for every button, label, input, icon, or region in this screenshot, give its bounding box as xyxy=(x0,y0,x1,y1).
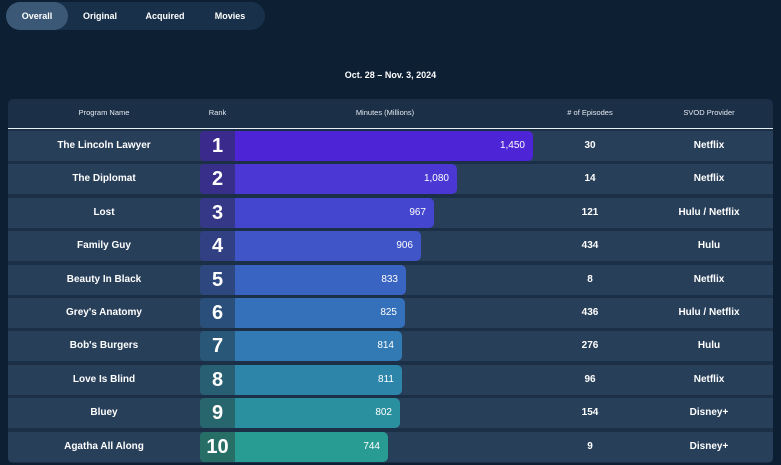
minutes-value-label: 967 xyxy=(409,206,426,218)
header-svod-provider: SVOD Provider xyxy=(683,108,735,117)
program-name: Grey's Anatomy xyxy=(66,307,142,318)
minutes-bar xyxy=(235,164,457,195)
rank-number: 7 xyxy=(200,331,235,362)
episode-count: 9 xyxy=(587,440,593,452)
svod-provider: Disney+ xyxy=(689,440,729,452)
program-name: Bob's Burgers xyxy=(69,340,139,352)
program-name: Bluey xyxy=(90,407,118,419)
rank-number: 4 xyxy=(200,231,235,262)
minutes-value-label: 814 xyxy=(377,340,394,352)
minutes-bar xyxy=(235,431,388,462)
minutes-value-label: 811 xyxy=(378,373,394,385)
episode-count: 96 xyxy=(584,373,596,385)
table-row[interactable]: The Diplomat 2 1,080 14 Netflix xyxy=(8,164,773,195)
program-name: Beauty In Black xyxy=(66,273,142,285)
minutes-bar xyxy=(235,197,434,228)
svod-provider: Hulu / Netflix xyxy=(678,307,740,318)
minutes-bar xyxy=(235,398,400,429)
rank-number: 2 xyxy=(200,164,235,195)
minutes-value-label: 802 xyxy=(375,407,392,419)
svod-provider: Disney+ xyxy=(689,407,729,419)
rank-number: 3 xyxy=(200,197,235,228)
header-minutes: Minutes (Millions) xyxy=(355,108,415,117)
tab-movies[interactable]: Movies xyxy=(214,11,246,21)
table-row[interactable]: Bluey 9 802 154 Disney+ xyxy=(8,398,773,429)
svod-provider: Netflix xyxy=(693,140,725,151)
minutes-bar xyxy=(235,364,402,395)
minutes-value-label: 1,080 xyxy=(423,173,449,185)
episode-count: 14 xyxy=(584,173,596,185)
episode-count: 30 xyxy=(584,140,596,151)
minutes-bar xyxy=(235,131,533,161)
svod-provider: Hulu xyxy=(697,340,721,352)
program-name: Family Guy xyxy=(77,240,131,252)
table-row[interactable]: Beauty In Black 5 833 8 Netflix xyxy=(8,264,773,295)
minutes-value-label: 833 xyxy=(381,273,398,285)
minutes-value-label: 1,450 xyxy=(499,140,525,151)
minutes-value-label: 744 xyxy=(363,440,380,452)
tab-original[interactable]: Original xyxy=(82,11,117,21)
header-rank: Rank xyxy=(208,108,227,117)
rank-number: 9 xyxy=(200,398,235,429)
episode-count: 276 xyxy=(581,340,599,352)
table-row[interactable]: The Lincoln Lawyer 1 1,450 30 Netflix xyxy=(8,131,773,161)
svod-provider: Hulu xyxy=(697,240,721,252)
table-row[interactable]: Family Guy 4 906 434 Hulu xyxy=(8,231,773,262)
header-divider xyxy=(8,128,773,129)
episode-count: 154 xyxy=(581,407,599,419)
table-row[interactable]: Love Is Blind 8 811 96 Netflix xyxy=(8,364,773,395)
minutes-bar xyxy=(235,231,421,262)
episode-count: 121 xyxy=(581,206,599,218)
table-row[interactable]: Lost 3 967 121 Hulu / Netflix xyxy=(8,197,773,228)
rank-number: 10 xyxy=(200,431,235,462)
header-program-name: Program Name xyxy=(78,108,130,117)
minutes-bar xyxy=(235,298,405,328)
svod-provider: Netflix xyxy=(693,273,725,285)
program-name: The Diplomat xyxy=(72,173,136,185)
minutes-bar xyxy=(235,331,402,362)
tab-acquired[interactable]: Acquired xyxy=(145,11,185,21)
date-range: Oct. 28 – Nov. 3, 2024 xyxy=(344,70,437,80)
svod-provider: Netflix xyxy=(693,373,725,385)
program-name: Love Is Blind xyxy=(72,373,136,385)
program-name: The Lincoln Lawyer xyxy=(57,140,151,151)
rank-number: 6 xyxy=(200,298,235,328)
table-row[interactable]: Bob's Burgers 7 814 276 Hulu xyxy=(8,331,773,362)
program-name: Lost xyxy=(93,206,115,218)
rank-number: 8 xyxy=(200,364,235,395)
minutes-value-label: 906 xyxy=(396,240,413,252)
header-episodes: # of Episodes xyxy=(567,108,613,117)
episode-count: 434 xyxy=(581,240,599,252)
svod-provider: Netflix xyxy=(693,173,725,185)
svod-provider: Hulu / Netflix xyxy=(678,206,740,218)
view-tabs: Overall Original Acquired Movies xyxy=(6,2,265,30)
table-row[interactable]: Grey's Anatomy 6 825 436 Hulu / Netflix xyxy=(8,298,773,328)
rank-number: 1 xyxy=(200,131,235,161)
minutes-value-label: 825 xyxy=(380,307,397,318)
table-row[interactable]: Agatha All Along 10 744 9 Disney+ xyxy=(8,431,773,462)
rank-number: 5 xyxy=(200,264,235,295)
episode-count: 436 xyxy=(581,307,599,318)
tab-overall[interactable]: Overall xyxy=(6,2,68,30)
program-name: Agatha All Along xyxy=(64,440,144,452)
minutes-bar xyxy=(235,264,406,295)
episode-count: 8 xyxy=(587,273,593,285)
ranking-table: Program Name Rank Minutes (Millions) # o… xyxy=(8,99,773,463)
